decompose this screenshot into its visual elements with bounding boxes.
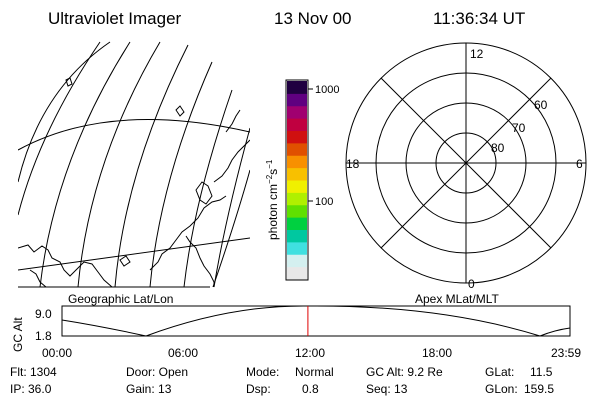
observation-time: 11:36:34 UT (433, 9, 525, 28)
colorbar-swatches (287, 81, 307, 280)
colorbar-swatch (287, 81, 307, 94)
colorbar-swatch (287, 167, 307, 181)
meridian-line (114, 44, 189, 288)
colorbar-swatch (287, 192, 307, 206)
coastline (18, 244, 113, 288)
colorbar-swatch (287, 229, 307, 243)
gc-altitude: GC Alt: 9.2 Re (366, 365, 443, 379)
colorbar: 1000 100 photon cm−2s−1 (265, 79, 339, 281)
colorbar-tick-label: 1000 (315, 84, 339, 96)
mlat-label-60: 60 (534, 98, 548, 112)
mlt-label-dawn: 6 (576, 157, 583, 171)
altitude-curve (61, 305, 571, 337)
map-label: Geographic Lat/Lon (68, 292, 173, 306)
colorbar-swatch (287, 254, 307, 268)
mlt-label-noon: 12 (470, 47, 484, 61)
glon-value: 159.5 (524, 382, 554, 396)
colorbar-swatch (287, 204, 307, 218)
coastline (29, 269, 47, 288)
mlt-label-dusk: 18 (346, 157, 360, 171)
coastline (225, 109, 241, 133)
mlat-label-80: 80 (491, 141, 505, 155)
mlat-label-70: 70 (512, 121, 526, 135)
flight-number: Flt: 1304 (10, 365, 57, 379)
coastline (149, 195, 227, 271)
orbit-xtick: 23:59 (551, 346, 581, 360)
instrument-title: Ultraviolet Imager (48, 9, 182, 28)
colorbar-swatch (287, 217, 307, 230)
colorbar-swatch (287, 241, 307, 255)
coastline (185, 235, 215, 287)
dsp-value: 0.8 (302, 382, 319, 396)
orbit-ytick-bottom: 1.8 (35, 329, 52, 343)
parallel-line (18, 237, 250, 271)
colorbar-swatch (287, 155, 307, 169)
meridian-line (39, 41, 131, 288)
geographic-map: Geographic Lat/Lon (18, 41, 250, 306)
coastline (213, 139, 250, 183)
observation-date: 13 Nov 00 (274, 9, 352, 28)
coastline (195, 181, 213, 205)
orbit-xtick: 18:00 (422, 346, 452, 360)
door-status: Door: Open (126, 365, 188, 379)
dsp-label: Dsp: (246, 382, 271, 396)
orbit-plot: GC Alt 9.0 1.8 00:00 06:00 12:00 18:00 2… (11, 305, 581, 360)
sequence-number: Seq: 13 (366, 382, 408, 396)
gain-value: Gain: 13 (126, 382, 172, 396)
orbit-xtick: 00:00 (42, 346, 72, 360)
colorbar-swatch (287, 105, 307, 119)
ip-value: IP: 36.0 (10, 382, 52, 396)
globe-outline (18, 41, 111, 183)
info-footer: Flt: 1304 IP: 36.0 Door: Open Gain: 13 M… (10, 365, 554, 396)
polar-diagonal (380, 77, 552, 249)
colorbar-tick-label: 100 (315, 196, 333, 208)
colorbar-swatch (287, 118, 307, 131)
polar-plot: 12 18 6 0 60 70 80 Apex MLat/MLT (345, 42, 587, 306)
mode-label: Mode: (246, 365, 279, 379)
mlt-label-midnight: 0 (468, 277, 475, 291)
meridian-line (149, 61, 213, 288)
orbit-frame (61, 305, 571, 337)
glat-label: GLat: (485, 365, 514, 379)
colorbar-swatch (287, 130, 307, 144)
meridian-line (213, 127, 250, 288)
meridian-line (77, 41, 161, 288)
mode-value: Normal (295, 365, 334, 379)
meridian-line (183, 89, 233, 288)
orbit-xtick: 06:00 (168, 346, 198, 360)
colorbar-unit-label: photon cm−2s−1 (265, 159, 280, 240)
meridian-line (18, 41, 101, 216)
coastline (65, 77, 73, 87)
coastline (119, 255, 131, 267)
colorbar-frame (285, 79, 309, 281)
orbit-xtick: 12:00 (295, 346, 325, 360)
colorbar-swatch (287, 142, 307, 156)
glat-value: 11.5 (530, 365, 553, 379)
colorbar-swatch (287, 180, 307, 193)
globe-outline (212, 169, 250, 288)
orbit-ylabel: GC Alt (11, 317, 25, 352)
colorbar-swatch (287, 266, 307, 280)
glon-label: GLon: (485, 382, 518, 396)
parallel-line (18, 119, 250, 151)
polar-label: Apex MLat/MLT (415, 292, 499, 306)
orbit-ytick-top: 9.0 (35, 307, 52, 321)
colorbar-swatch (287, 93, 307, 107)
coastline (175, 105, 185, 117)
